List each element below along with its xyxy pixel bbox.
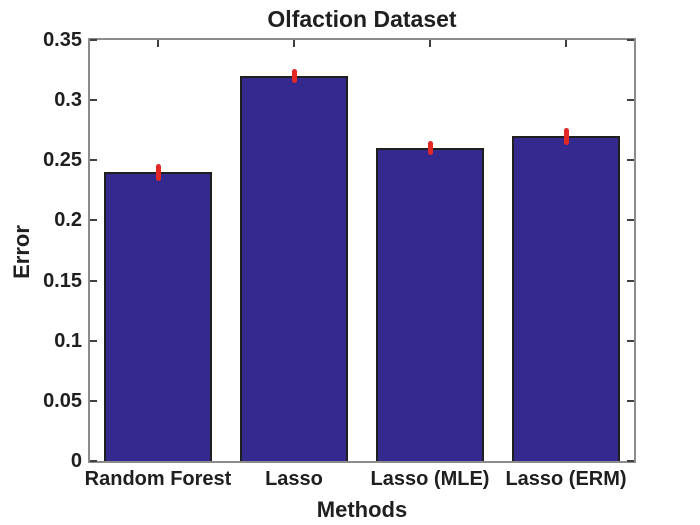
y-tick bbox=[627, 39, 634, 41]
error-bar bbox=[291, 68, 297, 84]
y-tick bbox=[90, 460, 97, 462]
x-tick bbox=[429, 40, 431, 47]
x-tick-label: Lasso (MLE) bbox=[370, 468, 490, 490]
y-tick-label: 0.25 bbox=[43, 149, 82, 172]
bar bbox=[103, 172, 213, 461]
y-tick-label: 0.3 bbox=[54, 89, 82, 112]
y-tick bbox=[627, 99, 634, 102]
error-bar bbox=[563, 127, 569, 145]
y-tick bbox=[627, 460, 634, 462]
y-tick bbox=[90, 99, 97, 102]
bar bbox=[375, 148, 485, 461]
plot-area bbox=[88, 38, 636, 463]
y-tick bbox=[90, 279, 97, 282]
x-axis-label: Methods bbox=[316, 497, 408, 522]
y-tick bbox=[627, 159, 634, 162]
plot-inner bbox=[90, 39, 634, 462]
y-tick bbox=[90, 39, 97, 41]
x-tick-label: Random Forest bbox=[84, 468, 232, 490]
error-bar bbox=[427, 141, 433, 156]
y-tick-label: 0.05 bbox=[43, 389, 82, 412]
error-bar bbox=[155, 163, 161, 181]
x-tick bbox=[565, 40, 567, 47]
y-tick bbox=[90, 219, 97, 222]
bar bbox=[239, 76, 349, 461]
y-tick-label: 0 bbox=[70, 450, 82, 472]
y-tick bbox=[90, 339, 97, 342]
y-tick bbox=[90, 159, 97, 162]
y-tick bbox=[627, 219, 634, 222]
x-tick-label: Lasso bbox=[265, 468, 323, 490]
y-tick bbox=[627, 399, 634, 402]
y-tick bbox=[627, 339, 634, 342]
y-tick-label: 0.15 bbox=[43, 269, 82, 292]
y-tick-label: 0.2 bbox=[54, 209, 82, 232]
y-tick-label: 0.35 bbox=[43, 29, 82, 51]
y-axis-label: Error bbox=[9, 225, 34, 279]
chart-title: Olfaction Dataset bbox=[267, 6, 457, 32]
y-tick bbox=[90, 399, 97, 402]
bar bbox=[511, 136, 621, 461]
y-tick-label: 0.1 bbox=[54, 329, 82, 352]
x-tick bbox=[293, 40, 295, 47]
x-tick bbox=[157, 40, 159, 47]
x-tick-label: Lasso (ERM) bbox=[505, 468, 627, 490]
y-tick bbox=[627, 279, 634, 282]
